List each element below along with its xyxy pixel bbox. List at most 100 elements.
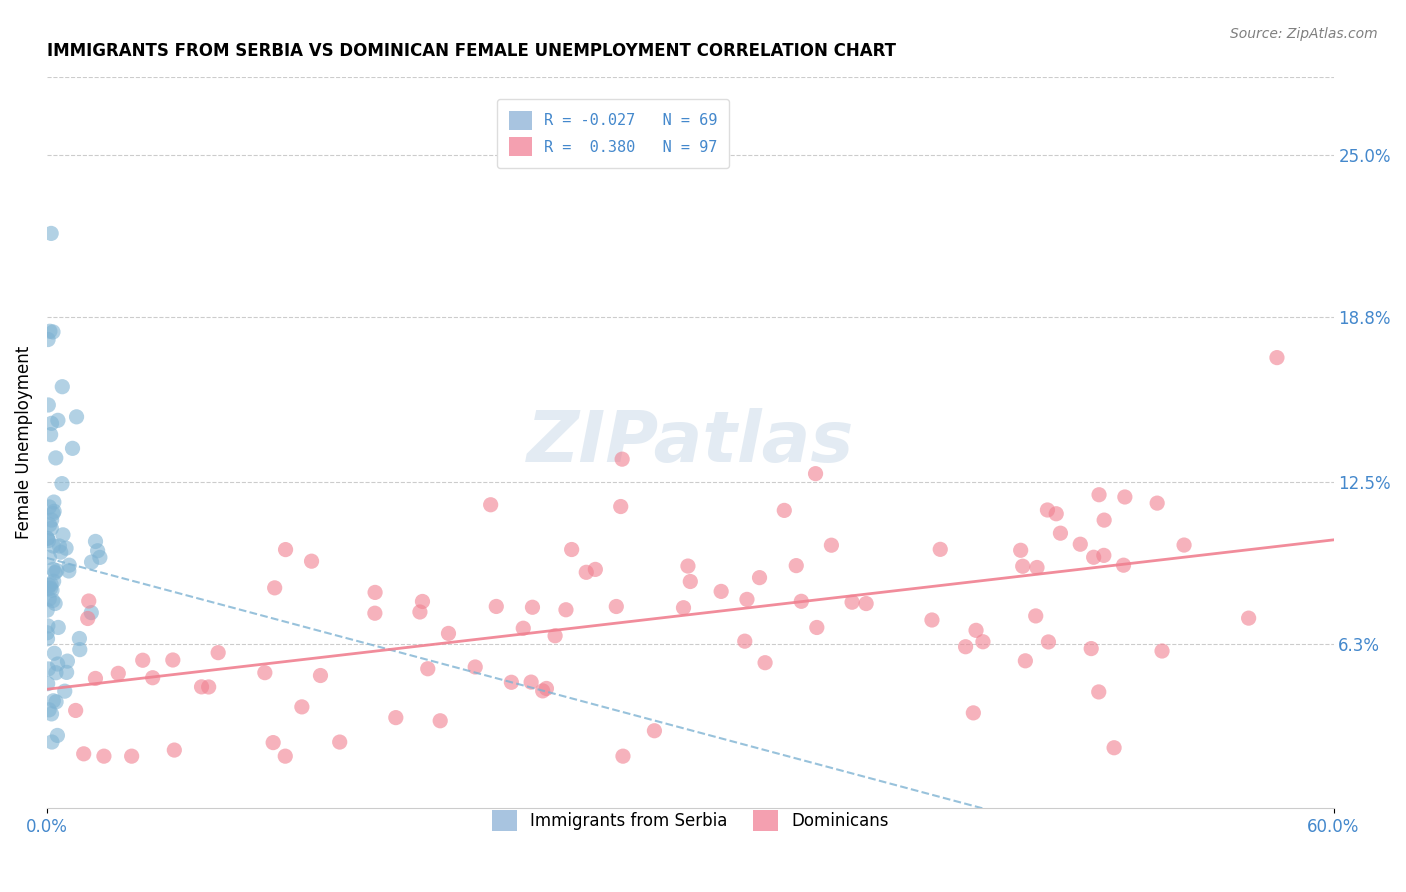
- Dominicans: [163, 743, 186, 757]
- Dominicans: [1146, 496, 1168, 510]
- Dominicans: [676, 559, 699, 574]
- Immigrants from Serbia: [41, 583, 63, 598]
- Dominicans: [162, 653, 184, 667]
- Dominicans: [416, 662, 439, 676]
- Dominicans: [735, 592, 758, 607]
- Dominicans: [1080, 641, 1102, 656]
- Immigrants from Serbia: [37, 632, 59, 646]
- Dominicans: [274, 542, 297, 557]
- Dominicans: [575, 566, 598, 580]
- Dominicans: [479, 498, 502, 512]
- Dominicans: [672, 600, 695, 615]
- Dominicans: [291, 699, 314, 714]
- Dominicans: [107, 666, 129, 681]
- Immigrants from Serbia: [41, 417, 63, 431]
- Dominicans: [1112, 558, 1135, 573]
- Dominicans: [485, 599, 508, 614]
- Immigrants from Serbia: [42, 562, 65, 576]
- Dominicans: [1069, 537, 1091, 551]
- Immigrants from Serbia: [46, 620, 69, 634]
- Dominicans: [1083, 550, 1105, 565]
- Dominicans: [785, 558, 807, 573]
- Dominicans: [748, 571, 770, 585]
- Immigrants from Serbia: [69, 642, 91, 657]
- Dominicans: [609, 500, 631, 514]
- Dominicans: [263, 581, 285, 595]
- Immigrants from Serbia: [37, 676, 59, 690]
- Dominicans: [121, 749, 143, 764]
- Immigrants from Serbia: [80, 606, 103, 620]
- Dominicans: [1265, 351, 1288, 365]
- Immigrants from Serbia: [89, 550, 111, 565]
- Immigrants from Serbia: [37, 532, 59, 546]
- Dominicans: [955, 640, 977, 654]
- Dominicans: [411, 594, 433, 608]
- Immigrants from Serbia: [52, 528, 75, 542]
- Dominicans: [1173, 538, 1195, 552]
- Immigrants from Serbia: [55, 665, 77, 680]
- Dominicans: [841, 595, 863, 609]
- Immigrants from Serbia: [38, 500, 60, 514]
- Immigrants from Serbia: [58, 564, 80, 578]
- Dominicans: [679, 574, 702, 589]
- Dominicans: [921, 613, 943, 627]
- Dominicans: [464, 660, 486, 674]
- Immigrants from Serbia: [42, 504, 65, 518]
- Text: IMMIGRANTS FROM SERBIA VS DOMINICAN FEMALE UNEMPLOYMENT CORRELATION CHART: IMMIGRANTS FROM SERBIA VS DOMINICAN FEMA…: [46, 42, 896, 60]
- Immigrants from Serbia: [45, 564, 67, 578]
- Dominicans: [1092, 513, 1115, 527]
- Y-axis label: Female Unemployment: Female Unemployment: [15, 346, 32, 539]
- Immigrants from Serbia: [56, 654, 79, 668]
- Immigrants from Serbia: [67, 632, 90, 646]
- Dominicans: [643, 723, 665, 738]
- Dominicans: [262, 736, 284, 750]
- Immigrants from Serbia: [42, 325, 65, 339]
- Immigrants from Serbia: [62, 442, 84, 456]
- Immigrants from Serbia: [38, 592, 60, 607]
- Immigrants from Serbia: [45, 450, 67, 465]
- Dominicans: [790, 594, 813, 608]
- Dominicans: [84, 672, 107, 686]
- Dominicans: [207, 646, 229, 660]
- Immigrants from Serbia: [65, 409, 87, 424]
- Immigrants from Serbia: [37, 619, 59, 633]
- Dominicans: [962, 706, 984, 720]
- Dominicans: [429, 714, 451, 728]
- Immigrants from Serbia: [39, 577, 62, 591]
- Immigrants from Serbia: [38, 517, 60, 532]
- Immigrants from Serbia: [39, 427, 62, 442]
- Immigrants from Serbia: [45, 665, 67, 680]
- Immigrants from Serbia: [44, 597, 66, 611]
- Dominicans: [364, 585, 387, 599]
- Immigrants from Serbia: [38, 550, 60, 565]
- Dominicans: [754, 656, 776, 670]
- Immigrants from Serbia: [48, 539, 70, 553]
- Dominicans: [1088, 488, 1111, 502]
- Immigrants from Serbia: [53, 684, 76, 698]
- Dominicans: [531, 684, 554, 698]
- Dominicans: [1102, 740, 1125, 755]
- Immigrants from Serbia: [42, 593, 65, 607]
- Immigrants from Serbia: [37, 581, 59, 595]
- Dominicans: [190, 680, 212, 694]
- Dominicans: [437, 626, 460, 640]
- Dominicans: [929, 542, 952, 557]
- Dominicans: [65, 703, 87, 717]
- Immigrants from Serbia: [44, 646, 66, 660]
- Dominicans: [1150, 644, 1173, 658]
- Immigrants from Serbia: [46, 728, 69, 742]
- Dominicans: [77, 594, 100, 608]
- Dominicans: [710, 584, 733, 599]
- Immigrants from Serbia: [80, 555, 103, 569]
- Dominicans: [301, 554, 323, 568]
- Dominicans: [1010, 543, 1032, 558]
- Dominicans: [1011, 559, 1033, 574]
- Dominicans: [555, 603, 578, 617]
- Dominicans: [385, 711, 408, 725]
- Legend: Immigrants from Serbia, Dominicans: Immigrants from Serbia, Dominicans: [478, 797, 901, 844]
- Dominicans: [522, 600, 544, 615]
- Immigrants from Serbia: [42, 694, 65, 708]
- Text: ZIPatlas: ZIPatlas: [526, 408, 853, 477]
- Dominicans: [1049, 526, 1071, 541]
- Immigrants from Serbia: [44, 566, 66, 580]
